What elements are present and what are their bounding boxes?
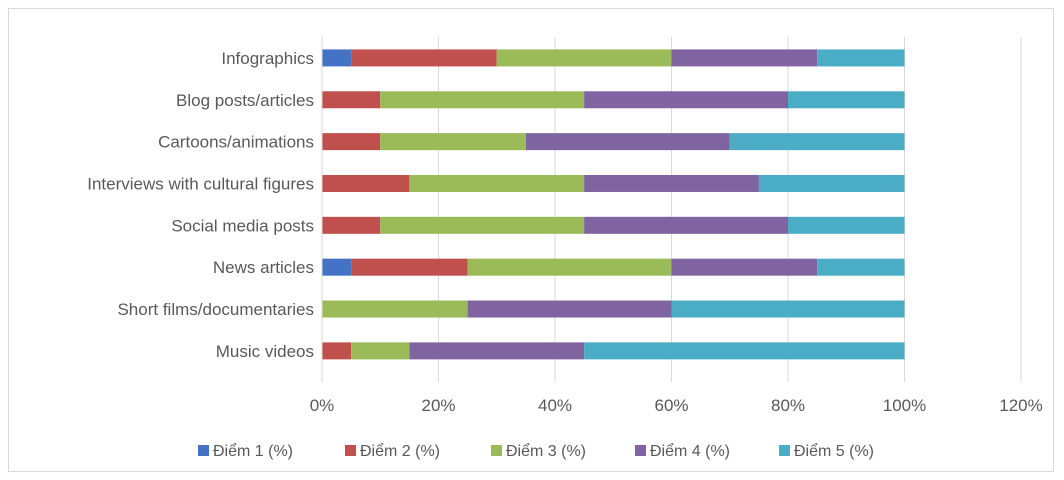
bar-segment [758, 174, 905, 192]
legend-swatch [779, 445, 790, 456]
x-tick-label: 0% [310, 396, 335, 415]
bar-segment [496, 49, 672, 67]
chart-frame: Infographics Blog posts/articles Cartoons/… [8, 8, 1054, 472]
category-label: Interviews with cultural figures [87, 174, 314, 193]
legend-label: Điểm 1 (%) [213, 442, 293, 460]
legend-swatch [635, 445, 646, 456]
legend-label: Điểm 2 (%) [360, 442, 440, 460]
bar-segment [671, 49, 818, 67]
x-tick-label: 100% [883, 396, 926, 415]
legend-label: Điểm 5 (%) [794, 442, 874, 460]
x-tick-label: 120% [999, 396, 1042, 415]
bar-segment [788, 91, 905, 109]
bar-segment [380, 216, 585, 234]
x-tick-label: 60% [654, 396, 688, 415]
x-tick-label: 80% [771, 396, 805, 415]
category-label: Cartoons/animations [158, 133, 314, 152]
legend-swatch [198, 445, 209, 456]
bar-segment [380, 133, 526, 151]
bar-segment [351, 342, 410, 360]
bar-segment [351, 258, 468, 276]
bar-segment [817, 49, 905, 67]
bar-segment [584, 342, 905, 360]
category-label: Infographics [221, 49, 314, 68]
x-tick-label: 20% [421, 396, 455, 415]
bar-segment [409, 174, 585, 192]
bar-segment [584, 174, 759, 192]
bar-segment [467, 258, 672, 276]
bar-segment [322, 174, 410, 192]
category-label: Short films/documentaries [117, 300, 314, 319]
bar-segment [380, 91, 585, 109]
legend-label: Điểm 3 (%) [506, 442, 586, 460]
bar-segment [729, 133, 905, 151]
bar-segment [584, 91, 788, 109]
bar-segment [322, 133, 381, 151]
bar-segment [322, 342, 352, 360]
category-label: Music videos [216, 342, 314, 361]
bar-segment [322, 91, 381, 109]
bar-segment [584, 216, 788, 234]
bar-segment [671, 300, 905, 318]
bar-segment [322, 49, 352, 67]
legend-swatch [345, 445, 356, 456]
bar-segment [817, 258, 905, 276]
stacked-bar-chart: Infographics Blog posts/articles Cartoons/… [87, 37, 1043, 460]
bar-segment [467, 300, 672, 318]
bar-segment [671, 258, 818, 276]
legend-label: Điểm 4 (%) [650, 442, 730, 460]
bar-segment [409, 342, 585, 360]
legend-swatch [491, 445, 502, 456]
bar-segment [322, 300, 468, 318]
bar-segment [351, 49, 497, 67]
bar-segment [788, 216, 905, 234]
bar-segment [525, 133, 730, 151]
x-tick-label: 40% [538, 396, 572, 415]
category-label: Social media posts [171, 216, 314, 235]
bar-segment [322, 258, 352, 276]
category-label: News articles [213, 258, 314, 277]
bar-segment [322, 216, 381, 234]
category-label: Blog posts/articles [176, 91, 314, 110]
